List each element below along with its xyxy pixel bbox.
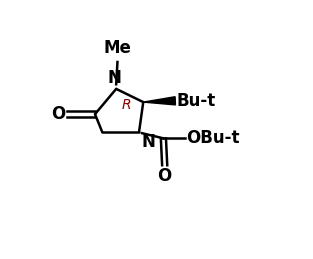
Text: Bu-t: Bu-t [177, 92, 216, 110]
Text: O: O [51, 105, 65, 123]
Polygon shape [143, 97, 176, 105]
Text: N: N [141, 133, 155, 151]
Text: R: R [122, 98, 131, 112]
Text: O: O [157, 167, 172, 185]
Text: Me: Me [104, 39, 131, 57]
Text: N: N [108, 69, 122, 87]
Text: OBu-t: OBu-t [186, 129, 240, 147]
